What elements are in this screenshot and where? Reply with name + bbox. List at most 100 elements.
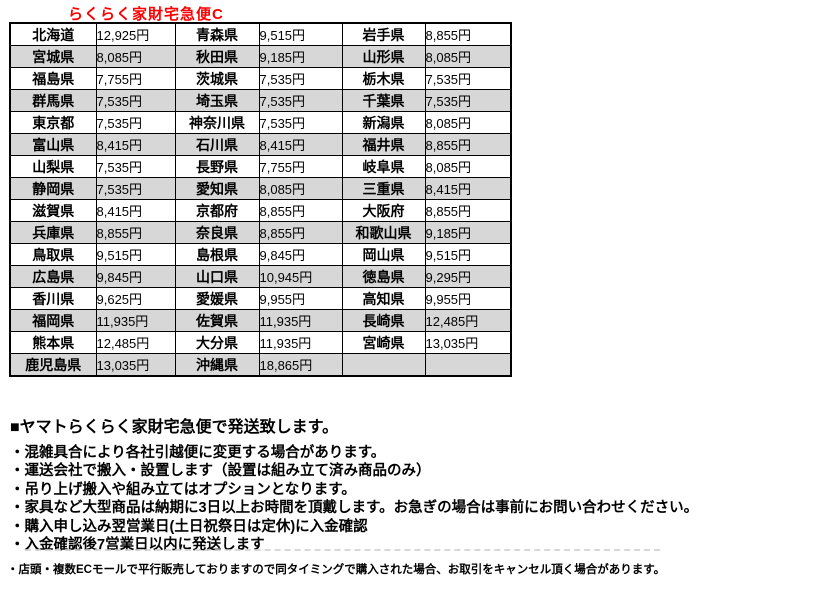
price-cell: 9,955円: [424, 287, 512, 310]
note-bullet: ・購入申し込み翌営業日(土日祝祭日は定休)に入金確認: [10, 518, 368, 535]
table-row: 福島県 7,755円 茨城県 7,535円 栃木県 7,535円: [9, 67, 512, 90]
prefecture-cell: 栃木県: [341, 67, 426, 90]
prefecture-cell: 大分県: [174, 331, 260, 354]
prefecture-cell: 新潟県: [341, 111, 426, 134]
price-cell: 9,295円: [424, 265, 512, 288]
price-cell: 8,855円: [424, 133, 512, 156]
price-cell: 8,855円: [95, 221, 176, 244]
prefecture-cell: 宮崎県: [341, 331, 426, 354]
note-bullet: ・入金確認後7営業日以内に発送します: [10, 537, 265, 554]
note-bullet: ・吊り上げ搬入や組み立てはオプションとなります。: [10, 481, 356, 498]
price-cell: 11,935円: [258, 309, 343, 332]
prefecture-cell: 富山県: [9, 133, 97, 156]
price-cell: 8,855円: [258, 221, 343, 244]
price-cell: 9,625円: [95, 287, 176, 310]
price-cell: 8,085円: [95, 45, 176, 68]
price-cell: 8,415円: [258, 133, 343, 156]
prefecture-cell: 長野県: [174, 155, 260, 178]
prefecture-cell: [341, 353, 426, 377]
table-row: 東京都 7,535円 神奈川県 7,535円 新潟県 8,085円: [9, 111, 512, 134]
table-row: 群馬県 7,535円 埼玉県 7,535円 千葉県 7,535円: [9, 89, 512, 112]
prefecture-cell: 福島県: [9, 67, 97, 90]
prefecture-cell: 岡山県: [341, 243, 426, 266]
price-cell: 8,855円: [258, 199, 343, 222]
price-cell: 10,945円: [258, 265, 343, 288]
prefecture-cell: 秋田県: [174, 45, 260, 68]
price-cell: 7,535円: [258, 111, 343, 134]
prefecture-cell: 福岡県: [9, 309, 97, 332]
prefecture-cell: 島根県: [174, 243, 260, 266]
price-cell: 8,415円: [424, 177, 512, 200]
prefecture-cell: 北海道: [9, 22, 97, 46]
prefecture-cell: 沖縄県: [174, 353, 260, 377]
prefecture-cell: 徳島県: [341, 265, 426, 288]
price-cell: 8,085円: [424, 155, 512, 178]
table-row: 宮城県 8,085円 秋田県 9,185円 山形県 8,085円: [9, 45, 512, 68]
table-row: 北海道 12,925円 青森県 9,515円 岩手県 8,855円: [9, 22, 512, 46]
price-cell: [424, 353, 512, 377]
price-cell: 8,085円: [424, 45, 512, 68]
price-cell: 8,855円: [424, 22, 512, 46]
prefecture-cell: 滋賀県: [9, 199, 97, 222]
prefecture-cell: 千葉県: [341, 89, 426, 112]
price-cell: 7,535円: [424, 67, 512, 90]
price-cell: 8,415円: [95, 133, 176, 156]
price-cell: 9,845円: [258, 243, 343, 266]
note-bullet: ・運送会社で搬入・設置します（設置は組み立て済み商品のみ）: [10, 463, 431, 480]
prefecture-cell: 三重県: [341, 177, 426, 200]
price-cell: 9,515円: [424, 243, 512, 266]
prefecture-cell: 東京都: [9, 111, 97, 134]
shipping-price-table: 北海道 12,925円 青森県 9,515円 岩手県 8,855円 宮城県 8,085円 秋田県…: [9, 22, 512, 377]
prefecture-cell: 鳥取県: [9, 243, 97, 266]
price-cell: 8,085円: [424, 111, 512, 134]
price-cell: 9,515円: [258, 22, 343, 46]
price-cell: 12,485円: [424, 309, 512, 332]
price-cell: 9,515円: [95, 243, 176, 266]
price-cell: 11,935円: [95, 309, 176, 332]
page-title: らくらく家財宅急便C: [68, 6, 224, 23]
prefecture-cell: 静岡県: [9, 177, 97, 200]
prefecture-cell: 大阪府: [341, 199, 426, 222]
prefecture-cell: 岩手県: [341, 22, 426, 46]
prefecture-cell: 愛媛県: [174, 287, 260, 310]
prefecture-cell: 岐阜県: [341, 155, 426, 178]
note-bullet: ・混雑具合により各社引越便に変更する場合があります。: [10, 445, 386, 461]
prefecture-cell: 長崎県: [341, 309, 426, 332]
price-cell: 18,865円: [258, 353, 343, 377]
price-table-body: 北海道 12,925円 青森県 9,515円 岩手県 8,855円 宮城県 8,085円 秋田県…: [9, 22, 512, 377]
price-cell: 7,535円: [424, 89, 512, 112]
prefecture-cell: 茨城県: [174, 67, 260, 90]
price-cell: 9,185円: [258, 45, 343, 68]
note-bullet: ・家具など大型商品は納期に3日以上お時間を頂戴します。お急ぎの場合は事前にお問い…: [10, 500, 699, 517]
notes-heading: ■ヤマトらくらく家財宅急便で発送致します。: [10, 419, 339, 436]
prefecture-cell: 兵庫県: [9, 221, 97, 244]
table-row: 鹿児島県 13,035円 沖縄県 18,865円: [9, 353, 512, 377]
table-row: 兵庫県 8,855円 奈良県 8,855円 和歌山県 9,185円: [9, 221, 512, 244]
prefecture-cell: 鹿児島県: [9, 353, 97, 377]
prefecture-cell: 神奈川県: [174, 111, 260, 134]
price-cell: 7,535円: [95, 111, 176, 134]
prefecture-cell: 山口県: [174, 265, 260, 288]
table-row: 福岡県 11,935円 佐賀県 11,935円 長崎県 12,485円: [9, 309, 512, 332]
prefecture-cell: 山形県: [341, 45, 426, 68]
prefecture-cell: 和歌山県: [341, 221, 426, 244]
table-row: 広島県 9,845円 山口県 10,945円 徳島県 9,295円: [9, 265, 512, 288]
price-cell: 7,755円: [95, 67, 176, 90]
price-cell: 12,485円: [95, 331, 176, 354]
price-cell: 7,755円: [258, 155, 343, 178]
table-row: 富山県 8,415円 石川県 8,415円 福井県 8,855円: [9, 133, 512, 156]
table-row: 熊本県 12,485円 大分県 11,935円 宮崎県 13,035円: [9, 331, 512, 354]
prefecture-cell: 佐賀県: [174, 309, 260, 332]
table-row: 静岡県 7,535円 愛知県 8,085円 三重県 8,415円: [9, 177, 512, 200]
prefecture-cell: 宮城県: [9, 45, 97, 68]
price-cell: 7,535円: [95, 89, 176, 112]
faint-dashed-line: [25, 549, 660, 551]
table-row: 香川県 9,625円 愛媛県 9,955円 高知県 9,955円: [9, 287, 512, 310]
prefecture-cell: 石川県: [174, 133, 260, 156]
prefecture-cell: 福井県: [341, 133, 426, 156]
price-cell: 13,035円: [95, 353, 176, 377]
prefecture-cell: 高知県: [341, 287, 426, 310]
shipping-notes: ■ヤマトらくらく家財宅急便で発送致します。 ・混雑具合により各社引越便に変更する…: [7, 417, 815, 577]
prefecture-cell: 熊本県: [9, 331, 97, 354]
